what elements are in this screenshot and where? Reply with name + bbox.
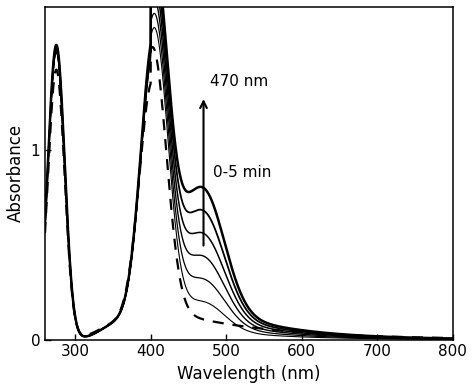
X-axis label: Wavelength (nm): Wavelength (nm)	[177, 365, 320, 383]
Text: 0-5 min: 0-5 min	[212, 165, 271, 180]
Text: 470 nm: 470 nm	[210, 74, 268, 89]
Y-axis label: Absorbance: Absorbance	[7, 124, 25, 222]
